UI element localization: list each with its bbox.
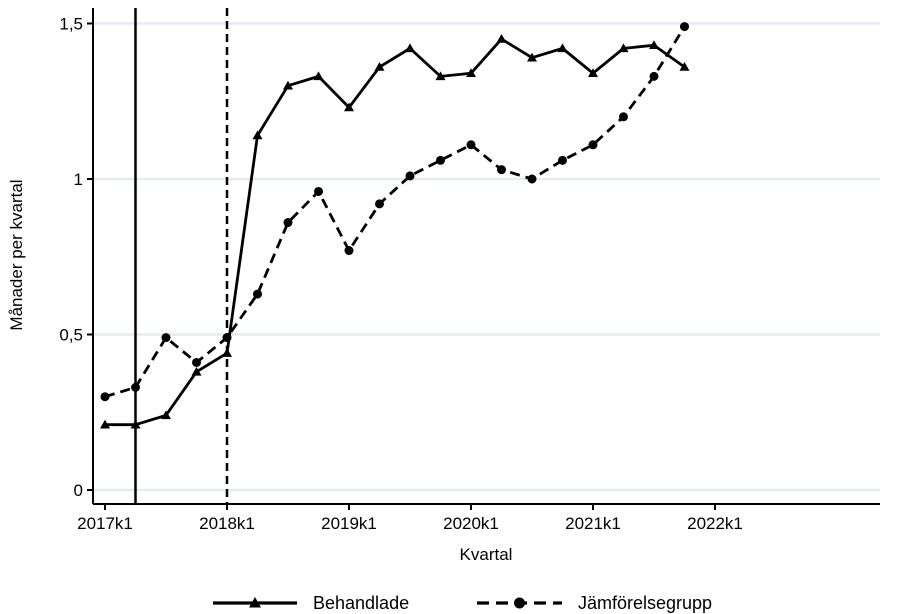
x-tick-label: 2022k1 [687, 514, 743, 533]
data-point [100, 392, 110, 402]
series-line [105, 37, 686, 427]
legend-marker [249, 597, 261, 608]
data-point [680, 22, 689, 32]
x-tick-label: 2021k1 [565, 514, 621, 533]
data-point [405, 43, 415, 53]
y-tick-label: 1,5 [59, 15, 83, 34]
data-point [131, 382, 140, 392]
series-plot [100, 22, 690, 429]
y-tick-label: 0 [74, 481, 83, 500]
legend-item-2: Jämförelsegrupp [477, 593, 712, 613]
data-point [435, 71, 446, 81]
data-point [466, 140, 476, 150]
data-point [283, 80, 293, 90]
data-point [252, 130, 263, 140]
legend-label: Behandlade [313, 593, 409, 613]
x-axis-title: Kvartal [460, 545, 513, 564]
data-point [344, 246, 354, 256]
x-tick-label: 2018k1 [199, 514, 255, 533]
legend-marker [514, 597, 525, 609]
data-point [222, 333, 232, 343]
series-1 [100, 34, 690, 429]
data-point [130, 419, 141, 429]
grid-lines [93, 22, 880, 492]
x-tick-label: 2020k1 [443, 514, 499, 533]
data-point [283, 218, 293, 228]
data-point [253, 289, 262, 299]
data-point [588, 68, 598, 78]
data-point [313, 71, 324, 81]
data-point [161, 410, 171, 420]
series-line [104, 25, 686, 399]
event-lines [134, 8, 229, 504]
data-point [679, 62, 690, 71]
data-point [405, 171, 415, 181]
data-point [375, 199, 384, 209]
data-point [222, 348, 232, 357]
data-point [558, 155, 567, 165]
data-point [314, 186, 323, 196]
data-point [496, 34, 507, 43]
data-point [619, 112, 628, 122]
y-tick-label: 1 [74, 170, 83, 189]
data-point [497, 165, 506, 175]
data-point [527, 52, 537, 62]
y-axis-title: Månader per kvartal [7, 179, 26, 330]
data-point [344, 102, 354, 112]
data-point [192, 357, 201, 367]
legend: Behandlade Jämförelsegrupp [213, 593, 712, 613]
data-point [557, 43, 568, 53]
data-point [618, 43, 629, 53]
data-point [649, 40, 659, 50]
series-2 [100, 22, 689, 402]
data-point [191, 366, 202, 376]
x-tick-label: 2017k1 [77, 514, 133, 533]
data-point [466, 68, 476, 78]
x-tick-label: 2019k1 [321, 514, 377, 533]
data-point [527, 174, 537, 184]
data-point [588, 140, 598, 150]
axes: 0 0,5 1 1,5 2017k1 2018k1 2019k1 2020k1 2021k1 20… [59, 8, 880, 533]
data-point [161, 333, 171, 343]
legend-label: Jämförelsegrupp [578, 593, 712, 613]
data-point [374, 62, 385, 71]
legend-item-1: Behandlade [213, 593, 409, 613]
data-point [436, 155, 445, 165]
y-tick-label: 0,5 [59, 326, 83, 345]
data-point [649, 71, 659, 81]
data-point [100, 419, 110, 429]
